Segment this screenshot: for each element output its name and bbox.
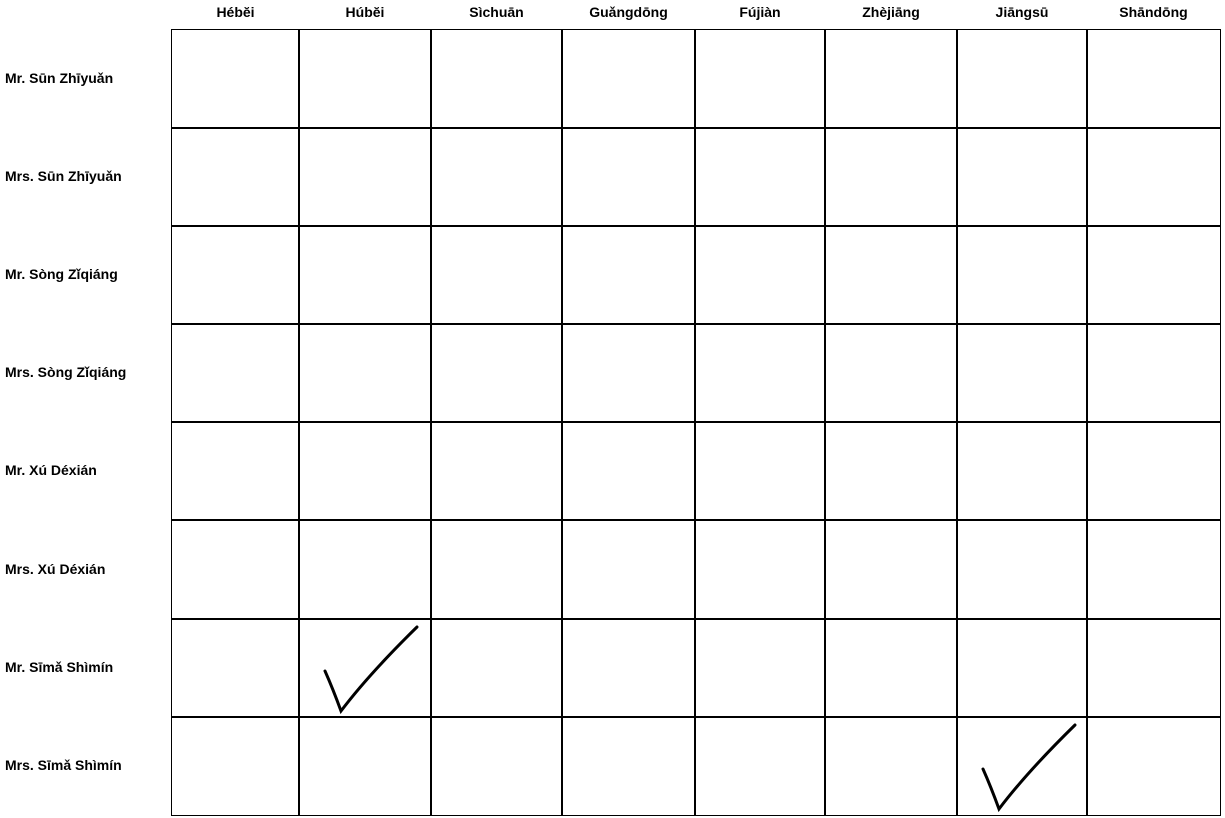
grid-cell[interactable]: [1086, 323, 1221, 423]
grid-cell[interactable]: [171, 127, 300, 227]
grid-cell[interactable]: [956, 519, 1088, 620]
grid-cell[interactable]: [561, 618, 696, 718]
row-header: Mr. Sīmǎ Shìmín: [5, 659, 114, 675]
column-header: Zhèjiāng: [862, 4, 920, 20]
grid-cell[interactable]: [1086, 29, 1221, 129]
column-header: Sìchuān: [469, 4, 524, 20]
grid-cell[interactable]: [171, 716, 300, 816]
grid-cell[interactable]: [1086, 127, 1221, 227]
grid-cell[interactable]: [171, 519, 300, 620]
grid-cell[interactable]: [298, 127, 432, 227]
column-header: Fújiàn: [739, 4, 781, 20]
grid-cell[interactable]: [694, 716, 826, 816]
grid-cell[interactable]: [956, 127, 1088, 227]
row-header: Mr. Sūn Zhīyuǎn: [5, 70, 114, 86]
grid-cell[interactable]: [430, 618, 563, 718]
row-header: Mrs. Sòng Zǐqiáng: [5, 364, 127, 380]
grid-cell[interactable]: [694, 225, 826, 325]
grid-cell[interactable]: [694, 29, 826, 129]
grid-cell[interactable]: [956, 618, 1088, 718]
grid-cell[interactable]: [561, 29, 696, 129]
grid-cell[interactable]: [298, 225, 432, 325]
column-header: Húbĕi: [345, 4, 385, 20]
grid-cell[interactable]: [561, 225, 696, 325]
grid-cell[interactable]: [430, 225, 563, 325]
grid-cell[interactable]: [298, 29, 432, 129]
grid-cell[interactable]: [561, 519, 696, 620]
grid-cell[interactable]: [956, 716, 1088, 816]
row-header: Mrs. Sūn Zhīyuǎn: [5, 168, 122, 184]
grid-cell[interactable]: [956, 29, 1088, 129]
grid-cell[interactable]: [824, 716, 958, 816]
grid-cell[interactable]: [1086, 618, 1221, 718]
grid-cell[interactable]: [824, 323, 958, 423]
grid-cell[interactable]: [430, 29, 563, 129]
grid-cell[interactable]: [430, 323, 563, 423]
grid-cell[interactable]: [298, 618, 432, 718]
row-header: Mrs. Xú Déxián: [5, 560, 106, 577]
grid-cell[interactable]: [298, 421, 432, 521]
grid-cell[interactable]: [430, 519, 563, 620]
grid-cell[interactable]: [171, 225, 300, 325]
grid-cell[interactable]: [1086, 519, 1221, 620]
grid-cell[interactable]: [561, 716, 696, 816]
column-header: Jiāngsū: [995, 4, 1049, 20]
grid-cell[interactable]: [298, 519, 432, 620]
grid-cell[interactable]: [561, 127, 696, 227]
column-header: Shāndōng: [1119, 4, 1188, 20]
grid-cell[interactable]: [298, 323, 432, 423]
grid-cell[interactable]: [694, 618, 826, 718]
column-header: Hébĕi: [216, 4, 255, 20]
grid-cell[interactable]: [171, 29, 300, 129]
grid-cell[interactable]: [1086, 716, 1221, 816]
grid-cell[interactable]: [298, 716, 432, 816]
grid-cell[interactable]: [561, 421, 696, 521]
grid-cell[interactable]: [561, 323, 696, 423]
row-header: Mr. Xú Déxián: [5, 462, 97, 478]
grid-cell[interactable]: [824, 225, 958, 325]
grid-cell[interactable]: [430, 127, 563, 227]
grid-cell[interactable]: [824, 29, 958, 129]
grid-cell[interactable]: [171, 421, 300, 521]
grid-cell[interactable]: [956, 225, 1088, 325]
grid-cell[interactable]: [694, 127, 826, 227]
grid-cell[interactable]: [171, 618, 300, 718]
grid-cell[interactable]: [694, 323, 826, 423]
checkmark-icon: [981, 723, 1077, 813]
grid-cell[interactable]: [1086, 225, 1221, 325]
grid-cell[interactable]: [430, 716, 563, 816]
grid-cell[interactable]: [171, 323, 300, 423]
grid-cell[interactable]: [824, 519, 958, 620]
checkmark-icon: [323, 625, 419, 715]
grid-cell[interactable]: [694, 421, 826, 521]
grid-cell[interactable]: [956, 421, 1088, 521]
grid-cell[interactable]: [694, 519, 826, 620]
grid-cell[interactable]: [430, 421, 563, 521]
column-header: Guǎngdōng: [589, 4, 668, 20]
grid-cell[interactable]: [824, 618, 958, 718]
grid-cell[interactable]: [1086, 421, 1221, 521]
grid-cell[interactable]: [956, 323, 1088, 423]
grid-cell[interactable]: [824, 421, 958, 521]
row-header: Mrs. Sīmǎ Shìmín: [5, 757, 122, 773]
grid-cell[interactable]: [824, 127, 958, 227]
row-header: Mr. Sòng Zǐqiáng: [5, 266, 118, 282]
